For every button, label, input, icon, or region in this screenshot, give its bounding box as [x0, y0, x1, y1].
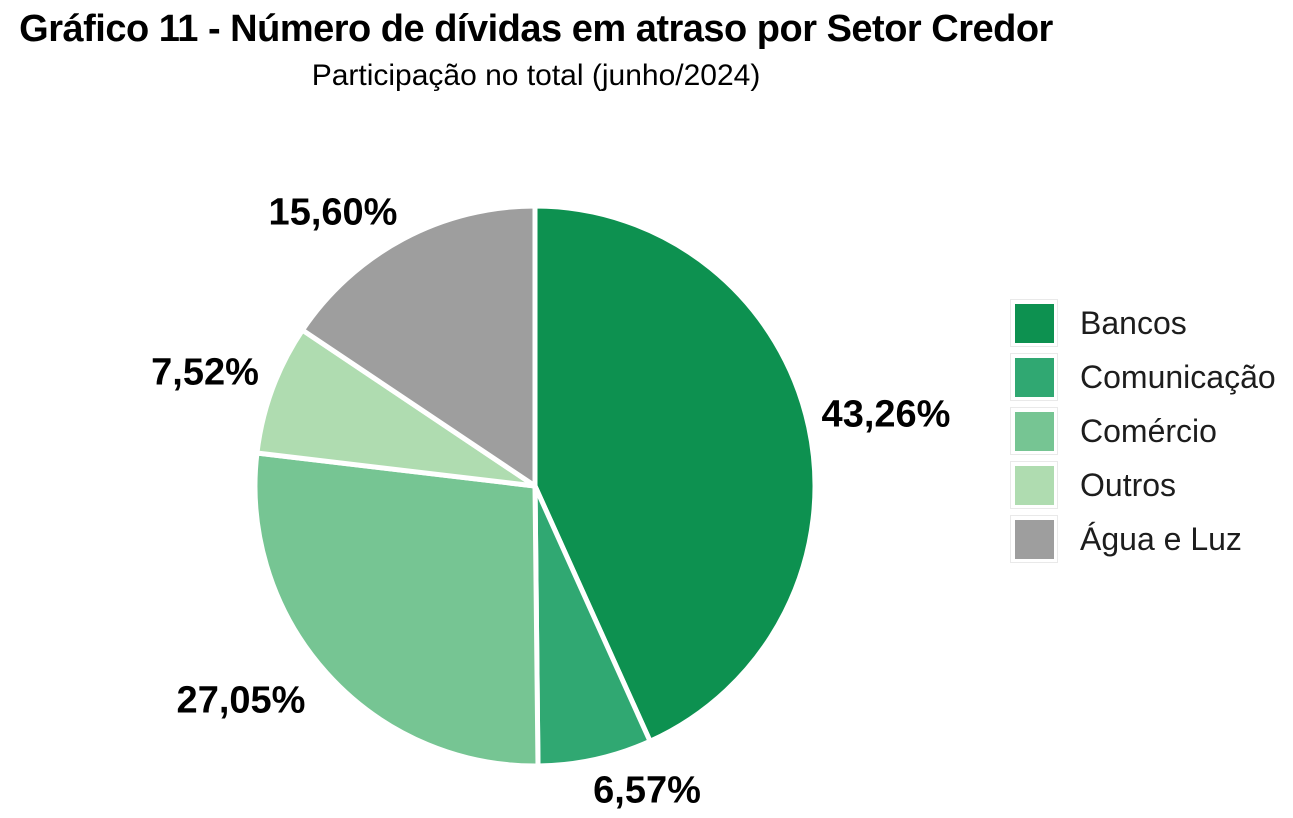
pie-slice-agua-e-luz [298, 203, 538, 491]
legend-label-comercio: Comércio [1080, 412, 1217, 449]
legend-key-frame [1010, 515, 1058, 563]
legend-label-agua-e-luz: Água e Luz [1080, 520, 1242, 557]
data-label-comercio: 27,05% [176, 679, 306, 722]
title-block: Gráfico 11 - Número de dívidas em atraso… [0, 6, 1072, 94]
data-label-agua-e-luz: 15,60% [268, 191, 398, 234]
legend-key-frame [1010, 299, 1058, 347]
data-label-outros: 7,52% [151, 351, 259, 394]
legend-key-frame [1010, 407, 1058, 455]
legend-key-frame [1010, 353, 1058, 401]
data-label-comunicacao: 6,57% [593, 769, 701, 812]
legend-item-agua-e-luz: Água e Luz [1010, 512, 1276, 566]
legend-label-outros: Outros [1080, 466, 1177, 503]
legend-label-comunicacao: Comunicação [1080, 358, 1276, 395]
legend-item-bancos: Bancos [1010, 296, 1276, 350]
legend-swatch-outros [1014, 465, 1054, 505]
data-label-bancos: 43,26% [821, 393, 951, 436]
legend-key-frame [1010, 461, 1058, 509]
pie-slice-bancos [532, 203, 818, 745]
legend-item-comunicacao: Comunicação [1010, 350, 1276, 404]
chart-subtitle: Participação no total (junho/2024) [311, 59, 761, 92]
legend-item-outros: Outros [1010, 458, 1276, 512]
legend: Bancos Comunicação Comércio Outros Água … [1010, 296, 1276, 566]
pie-slice-outros [254, 326, 537, 489]
legend-swatch-agua-e-luz [1014, 519, 1054, 559]
legend-swatch-bancos [1014, 303, 1054, 343]
legend-swatch-comunicacao [1014, 357, 1054, 397]
chart-title: Gráfico 11 - Número de dívidas em atraso… [19, 8, 1053, 50]
legend-item-comercio: Comércio [1010, 404, 1276, 458]
legend-swatch-comercio [1014, 411, 1054, 451]
pie-slice-comercio [252, 450, 541, 769]
legend-label-bancos: Bancos [1080, 304, 1187, 341]
